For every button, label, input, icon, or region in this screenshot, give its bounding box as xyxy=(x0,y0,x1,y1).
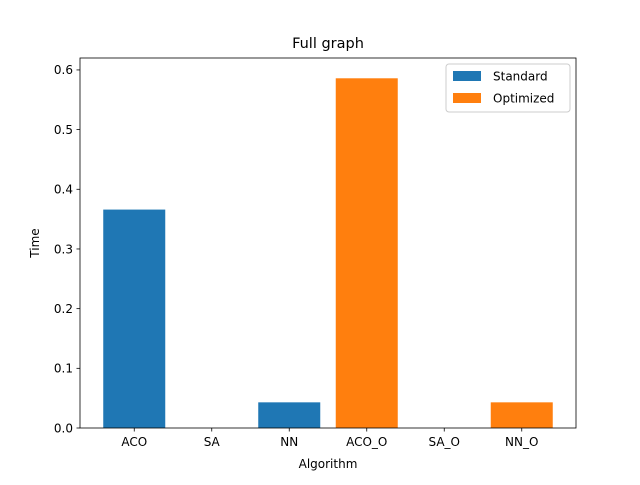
y-tick-label-0.4: 0.4 xyxy=(54,183,73,197)
x-tick-label-aco_o: ACO_O xyxy=(346,435,387,449)
y-tick-label-0.6: 0.6 xyxy=(54,63,73,77)
y-axis-label: Time xyxy=(28,228,42,258)
x-tick-label-sa: SA xyxy=(204,435,221,449)
bar-standard-nn xyxy=(258,402,321,428)
y-tick-label-0.2: 0.2 xyxy=(54,302,73,316)
bar-optimized-aco_o xyxy=(335,78,398,429)
x-tick-label-nn: NN xyxy=(280,435,298,449)
legend-swatch-standard xyxy=(453,71,481,81)
y-tick-label-0.3: 0.3 xyxy=(54,242,73,256)
plot-frame xyxy=(79,57,577,429)
bar-standard-aco xyxy=(103,209,166,428)
legend: Standard Optimized xyxy=(445,63,571,113)
legend-label-standard: Standard xyxy=(493,70,548,84)
y-tick-label-0.0: 0.0 xyxy=(54,421,73,435)
chart-title: Full graph xyxy=(292,36,364,52)
x-axis-label: Algorithm xyxy=(299,457,358,471)
bars-group xyxy=(103,78,553,429)
legend-label-optimized: Optimized xyxy=(493,92,554,106)
bar-optimized-nn_o xyxy=(490,402,553,428)
x-tick-label-nn_o: NN_O xyxy=(505,435,538,449)
axes-group: ACO SA NN ACO_O SA_O NN_O 0.0 0.1 0.2 0.3 0.4 0.5 0.… xyxy=(54,57,577,449)
legend-swatch-optimized xyxy=(453,93,481,103)
x-tick-label-aco: ACO xyxy=(121,435,147,449)
x-tick-label-sa_o: SA_O xyxy=(429,435,461,449)
y-tick-label-0.5: 0.5 xyxy=(54,123,73,137)
y-tick-label-0.1: 0.1 xyxy=(54,362,73,376)
